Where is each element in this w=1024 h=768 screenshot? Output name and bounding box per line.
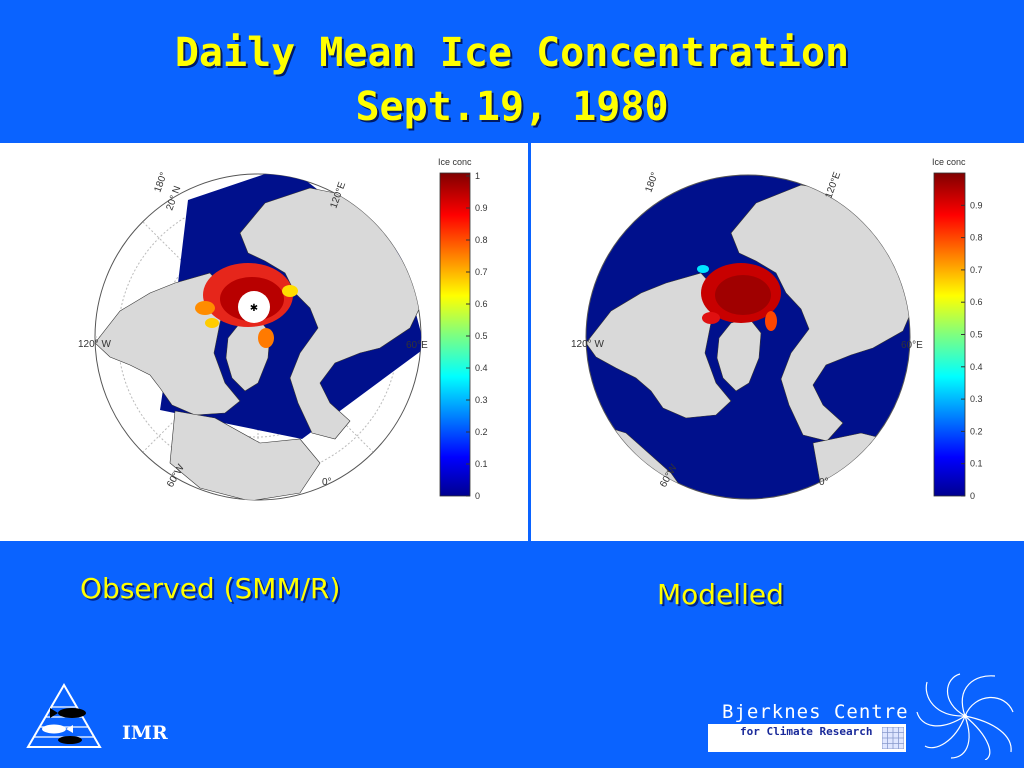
imr-logo-icon xyxy=(26,683,102,748)
colorbar-tick-label: 0.6 xyxy=(475,299,488,309)
bcr-subtitle-box xyxy=(708,724,906,752)
colorbar-tick-label: 0.4 xyxy=(970,362,983,372)
colorbar-tick-label: 1 xyxy=(475,171,480,181)
colorbar-tick-label: 0.8 xyxy=(475,235,488,245)
colorbar-tick-label: 0.6 xyxy=(970,297,983,307)
lon-label-60e: 60°E xyxy=(901,340,923,351)
colorbar-title: Ice conc xyxy=(932,157,966,167)
colorbar-ticks: 0 0.1 0.2 0.3 0.4 0.5 0.6 0.7 0.8 0.9 1 xyxy=(466,171,488,501)
colorbar-ticks: 0 0.1 0.2 0.3 0.4 0.5 0.6 0.7 0.8 0.9 xyxy=(961,200,983,501)
colorbar-tick-label: 0.2 xyxy=(475,427,488,437)
observed-map-panel: ✱ 180° 20° N 120° W 60°E 120°E 60°W 0° I… xyxy=(0,143,528,541)
colorbar-tick-label: 0.5 xyxy=(970,330,983,340)
bcr-subtitle: for Climate Research xyxy=(740,725,873,738)
svg-text:✱: ✱ xyxy=(250,303,258,314)
colorbar-tick-label: 0.3 xyxy=(970,394,983,404)
southern-land-east xyxy=(812,432,910,499)
colorbar-tick-label: 0.9 xyxy=(475,203,488,213)
lon-label-60e: 60°E xyxy=(406,340,428,351)
modelled-sea-ice xyxy=(697,263,781,331)
modelled-map: 180° 120° W 60°E 120°E 60°W 0° Ice conc … xyxy=(571,157,983,501)
colorbar-tick-label: 0.4 xyxy=(475,363,488,373)
swirl-icon xyxy=(916,673,1014,760)
colorbar xyxy=(933,172,966,497)
colorbar-tick-label: 0.7 xyxy=(475,267,488,277)
colorbar-tick-label: 0.1 xyxy=(475,459,488,469)
lon-label-120w: 120° W xyxy=(571,339,604,350)
lon-label-180: 180° xyxy=(643,171,660,194)
bcr-name: Bjerknes Centre xyxy=(722,701,909,723)
colorbar-tick-label: 0.1 xyxy=(970,459,983,469)
colorbar-tick-label: 0.9 xyxy=(970,200,983,210)
colorbar-tick-label: 0.2 xyxy=(970,426,983,436)
colorbar-tick-label: 0.7 xyxy=(970,265,983,275)
colorbar xyxy=(439,172,471,497)
colorbar-tick-label: 0 xyxy=(970,491,975,501)
colorbar-tick-label: 0.5 xyxy=(475,331,488,341)
observed-map: ✱ 180° 20° N 120° W 60°E 120°E 60°W 0° I… xyxy=(78,157,488,501)
southern-land xyxy=(169,410,321,500)
observed-caption: Observed (SMM/R) xyxy=(80,572,341,605)
north-america xyxy=(586,272,732,419)
slide-date: Sept.19, 1980 xyxy=(355,84,669,130)
lon-label-0: 0° xyxy=(819,477,829,488)
lon-label-0: 0° xyxy=(322,477,332,488)
grid-icon xyxy=(882,727,904,749)
pole-hole xyxy=(238,291,270,323)
imr-label: IMR xyxy=(122,722,168,744)
colorbar-tick-label: 0.8 xyxy=(970,233,983,243)
colorbar-tick-label: 0.3 xyxy=(475,395,488,405)
modelled-map-panel: 180° 120° W 60°E 120°E 60°W 0° Ice conc … xyxy=(531,143,1024,541)
colorbar-tick-label: 0 xyxy=(475,491,480,501)
modelled-caption: Modelled xyxy=(657,578,784,611)
colorbar-title: Ice conc xyxy=(438,157,472,167)
lon-label-120w: 120° W xyxy=(78,339,111,350)
slide-title: Daily Mean Ice Concentration xyxy=(174,30,850,76)
lon-label-120e: 120°E xyxy=(823,170,843,200)
lon-label-180: 180° xyxy=(152,171,169,194)
